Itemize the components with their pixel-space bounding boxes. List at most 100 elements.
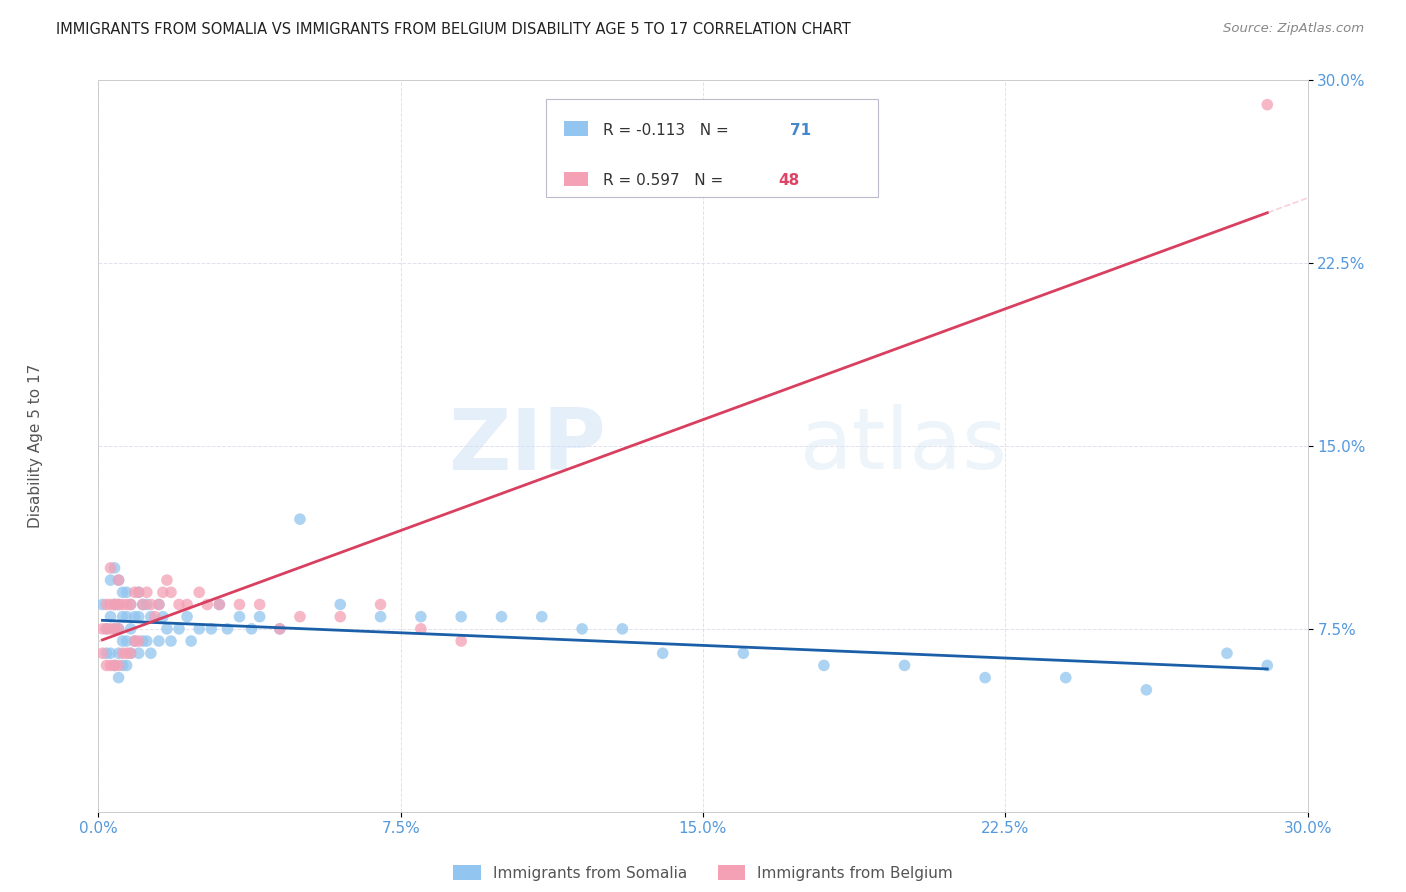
Point <box>160 585 183 599</box>
Point <box>100 622 122 636</box>
Point <box>156 622 179 636</box>
Point <box>228 609 250 624</box>
Point <box>115 609 138 624</box>
Point <box>1216 646 1239 660</box>
FancyBboxPatch shape <box>564 171 588 186</box>
Point <box>176 598 198 612</box>
Text: IMMIGRANTS FROM SOMALIA VS IMMIGRANTS FROM BELGIUM DISABILITY AGE 5 TO 17 CORREL: IMMIGRANTS FROM SOMALIA VS IMMIGRANTS FR… <box>56 22 851 37</box>
Point <box>571 622 593 636</box>
Point <box>167 598 190 612</box>
Point <box>156 573 179 587</box>
Point <box>1256 97 1278 112</box>
Point <box>107 671 129 685</box>
Text: R = -0.113   N =: R = -0.113 N = <box>603 122 734 137</box>
Point <box>329 609 352 624</box>
Point <box>180 634 202 648</box>
Point <box>111 609 134 624</box>
Point <box>148 598 170 612</box>
Point <box>96 646 118 660</box>
Point <box>128 634 150 648</box>
Point <box>329 598 352 612</box>
Point <box>100 598 122 612</box>
Point <box>249 598 271 612</box>
Point <box>176 609 198 624</box>
Point <box>1054 671 1077 685</box>
Point <box>160 634 183 648</box>
Point <box>135 598 157 612</box>
Point <box>107 622 129 636</box>
Point <box>450 609 472 624</box>
Point <box>124 609 146 624</box>
Point <box>120 646 142 660</box>
Point <box>132 598 155 612</box>
Point <box>100 561 122 575</box>
Point <box>120 622 142 636</box>
Text: Disability Age 5 to 17: Disability Age 5 to 17 <box>28 364 42 528</box>
Text: R = 0.597   N =: R = 0.597 N = <box>603 173 728 188</box>
Point <box>370 609 392 624</box>
Point <box>100 609 122 624</box>
Point <box>139 646 162 660</box>
Point <box>107 573 129 587</box>
Point <box>115 634 138 648</box>
Point <box>1256 658 1278 673</box>
Point <box>120 598 142 612</box>
Point <box>107 598 129 612</box>
Point <box>135 585 157 599</box>
Point <box>893 658 915 673</box>
Point <box>612 622 634 636</box>
Point <box>450 634 472 648</box>
Point <box>115 646 138 660</box>
Point <box>107 598 129 612</box>
Point <box>103 598 125 612</box>
Point <box>139 609 162 624</box>
Point <box>107 622 129 636</box>
Point <box>111 646 134 660</box>
Point <box>128 609 150 624</box>
Point <box>143 609 166 624</box>
Point <box>152 585 174 599</box>
Point <box>409 622 432 636</box>
Point <box>288 609 311 624</box>
Point <box>167 622 190 636</box>
Point <box>288 512 311 526</box>
Point <box>115 658 138 673</box>
Point <box>135 634 157 648</box>
Point <box>115 598 138 612</box>
Point <box>107 573 129 587</box>
Point <box>208 598 231 612</box>
Point <box>200 622 222 636</box>
Point <box>103 658 125 673</box>
Point <box>813 658 835 673</box>
Text: atlas: atlas <box>800 404 1008 488</box>
Point <box>228 598 250 612</box>
Text: 48: 48 <box>778 173 799 188</box>
Point <box>96 622 118 636</box>
FancyBboxPatch shape <box>564 121 588 136</box>
Point <box>217 622 239 636</box>
Point <box>103 658 125 673</box>
FancyBboxPatch shape <box>546 99 879 197</box>
Point <box>91 646 114 660</box>
Text: ZIP: ZIP <box>449 404 606 488</box>
Point <box>530 609 553 624</box>
Point <box>96 598 118 612</box>
Point <box>96 622 118 636</box>
Point <box>188 585 211 599</box>
Point <box>733 646 755 660</box>
Point <box>148 634 170 648</box>
Point <box>124 634 146 648</box>
Point <box>124 585 146 599</box>
Point <box>91 598 114 612</box>
Point <box>269 622 291 636</box>
Point <box>128 585 150 599</box>
Point <box>100 573 122 587</box>
Point <box>103 622 125 636</box>
Point <box>103 622 125 636</box>
Point <box>152 609 174 624</box>
Point <box>139 598 162 612</box>
Text: 71: 71 <box>790 122 811 137</box>
Point <box>1135 682 1157 697</box>
Point <box>107 658 129 673</box>
Point <box>148 598 170 612</box>
